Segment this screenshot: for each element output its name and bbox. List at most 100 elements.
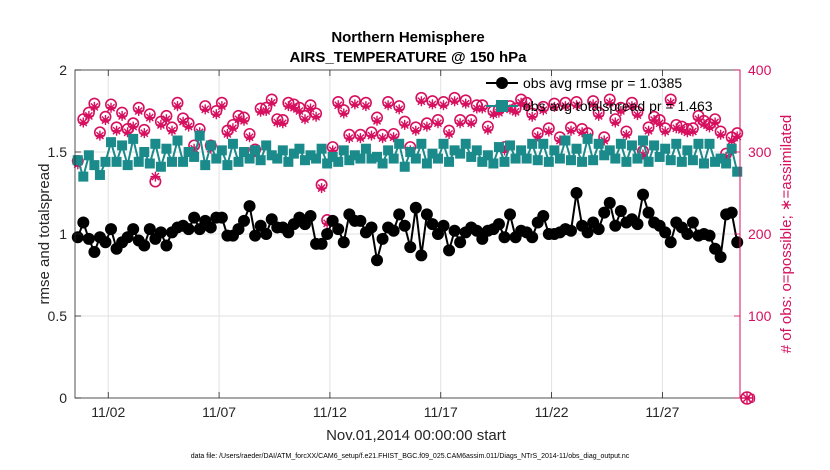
totalspread-point — [565, 155, 576, 166]
totalspread-point — [360, 143, 371, 154]
totalspread-point — [704, 138, 715, 149]
totalspread-point — [106, 137, 117, 148]
totalspread-point — [94, 169, 105, 180]
assimilated-point — [144, 112, 155, 123]
totalspread-point — [599, 150, 610, 161]
assimilated-point — [493, 107, 504, 118]
rmse-point — [681, 228, 694, 240]
totalspread-point — [421, 158, 432, 169]
rmse-point — [354, 214, 367, 227]
totalspread-point — [432, 153, 443, 164]
legend: obs avg rmse pr = 1.0385 obs avg totalsp… — [486, 75, 713, 114]
rmse-point — [526, 231, 539, 244]
assimilated-point — [117, 110, 128, 121]
totalspread-point — [344, 155, 355, 166]
totalspread-point — [288, 148, 299, 159]
y2-tick-label: 0 — [748, 390, 756, 406]
assimilated-point — [244, 132, 255, 143]
assimilated-point — [261, 106, 272, 116]
totalspread-point — [89, 160, 100, 171]
assimilated-point — [660, 126, 671, 137]
totalspread-point — [322, 158, 333, 169]
totalspread-point — [377, 158, 388, 169]
assimilated-point — [510, 106, 521, 117]
totalspread-point — [183, 147, 194, 157]
possible-point — [740, 391, 754, 405]
totalspread-point — [388, 153, 399, 164]
rmse-point — [664, 236, 677, 249]
rmse-point — [215, 211, 228, 224]
totalspread-point — [560, 135, 571, 146]
assimilated-point — [482, 124, 493, 135]
assimilated-point — [161, 114, 172, 125]
assimilated-point — [344, 133, 355, 144]
totalspread-point — [172, 135, 183, 146]
rmse-point — [371, 254, 384, 267]
assimilated-point — [516, 97, 527, 108]
totalspread-point — [693, 138, 704, 149]
totalspread-point — [416, 138, 427, 149]
series-assimilated — [72, 96, 753, 404]
totalspread-point — [205, 140, 216, 151]
assimilated-point — [421, 121, 432, 132]
assimilated-point — [377, 133, 388, 144]
assimilated-point — [549, 101, 560, 112]
rmse-point — [564, 224, 577, 237]
rmse-point — [454, 236, 467, 249]
assimilated-point — [283, 101, 294, 112]
assimilated-point — [349, 99, 360, 110]
rmse-point — [703, 229, 716, 242]
totalspread-point — [588, 155, 599, 166]
totalspread-point — [311, 153, 322, 164]
assimilated-point — [167, 125, 177, 136]
rmse-point — [88, 246, 101, 259]
rmse-point — [337, 236, 350, 249]
assimilated-point — [455, 118, 466, 129]
totalspread-point — [294, 143, 305, 154]
rmse-point — [537, 209, 550, 222]
assimilated-point — [554, 135, 565, 146]
assimilated-point — [626, 101, 637, 112]
totalspread-point — [166, 156, 177, 167]
assimilated-point — [505, 104, 515, 115]
totalspread-point — [532, 155, 543, 166]
legend-marker-spread — [496, 100, 508, 112]
totalspread-point — [482, 150, 493, 161]
rmse-point — [420, 208, 433, 221]
assimilated-point — [239, 115, 249, 126]
assimilated-point — [477, 103, 488, 114]
totalspread-point — [222, 160, 233, 171]
totalspread-point — [549, 145, 560, 156]
rmse-point — [143, 223, 156, 236]
totalspread-point — [305, 150, 316, 161]
assimilated-point — [399, 119, 410, 130]
assimilated-point — [78, 117, 89, 128]
rmse-point — [77, 216, 90, 229]
rmse-point — [182, 223, 195, 236]
legend-label-rmse: obs avg rmse pr = 1.0385 — [523, 75, 682, 91]
assimilated-point — [183, 121, 194, 132]
totalspread-point — [626, 140, 637, 151]
assimilated-point — [311, 111, 322, 122]
assimilated-point — [178, 116, 189, 127]
rmse-point — [409, 201, 422, 214]
totalspread-point — [449, 145, 460, 156]
x-tick-label: 11/07 — [202, 404, 236, 420]
assimilated-point — [322, 218, 333, 229]
assimilated-point — [211, 109, 222, 120]
assimilated-point — [704, 122, 715, 133]
totalspread-point — [366, 153, 377, 164]
totalspread-point — [189, 151, 200, 162]
tick-labels: 11/02 11/07 11/12 11/17 11/22 11/2700.511.520… — [48, 62, 772, 420]
rmse-point — [686, 216, 699, 229]
totalspread-point — [582, 133, 593, 144]
assimilated-point — [732, 131, 743, 142]
rmse-point — [82, 232, 95, 245]
assimilated-point — [577, 127, 588, 138]
legend-label-spread: obs avg totalspread pr = 1.463 — [523, 98, 713, 114]
assimilated-point — [255, 106, 266, 117]
assimilated-point — [155, 119, 166, 130]
y2-axis-label: # of obs: o=possible; ∗=assimilated — [778, 115, 795, 354]
totalspread-point — [665, 155, 676, 166]
